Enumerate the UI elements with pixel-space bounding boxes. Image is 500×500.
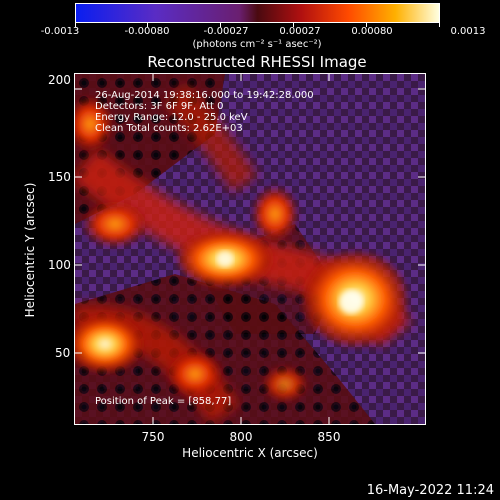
peak-position: Position of Peak = [858,77] xyxy=(95,396,232,407)
timestamp: 16-May-2022 11:24 xyxy=(366,483,494,498)
y-tick-label: 50 xyxy=(55,346,71,360)
x-axis-title: Heliocentric X (arcsec) xyxy=(182,446,318,460)
colorbar-label: -0.00027 xyxy=(203,26,249,37)
colorbar-units: (photons cm⁻² s⁻¹ asec⁻²) xyxy=(192,39,322,50)
colorbar-label: 0.00027 xyxy=(279,26,321,37)
y-tick-label: 150 xyxy=(48,170,71,184)
colorbar-gradient xyxy=(76,4,439,22)
colorbar-label: -0.00080 xyxy=(124,26,170,37)
image-plot: 26-Aug-2014 19:38:16.000 to 19:42:28.000… xyxy=(74,73,426,425)
colorbar-label-min: -0.0013 xyxy=(40,26,80,37)
colorbar xyxy=(75,3,440,23)
x-tick-label: 850 xyxy=(317,430,341,444)
info-detectors: Detectors: 3F 6F 9F, Att 0 xyxy=(95,101,224,112)
info-time-range: 26-Aug-2014 19:38:16.000 to 19:42:28.000 xyxy=(95,90,314,101)
x-tick-label: 750 xyxy=(141,430,165,444)
info-energy-range: Energy Range: 12.0 - 25.0 keV xyxy=(95,112,248,123)
info-clean-counts: Clean Total counts: 2.62E+03 xyxy=(95,123,243,134)
y-tick-label: 200 xyxy=(48,73,71,87)
colorbar-label: 0.00080 xyxy=(351,26,393,37)
reconstructed-image xyxy=(75,74,425,424)
colorbar-label-max: 0.0013 xyxy=(450,26,486,37)
y-axis-title: Heliocentric Y (arcsec) xyxy=(23,182,37,318)
plot-title: Reconstructed RHESSI Image xyxy=(147,53,367,71)
x-tick-label: 800 xyxy=(229,430,253,444)
y-tick-label: 100 xyxy=(48,258,71,272)
